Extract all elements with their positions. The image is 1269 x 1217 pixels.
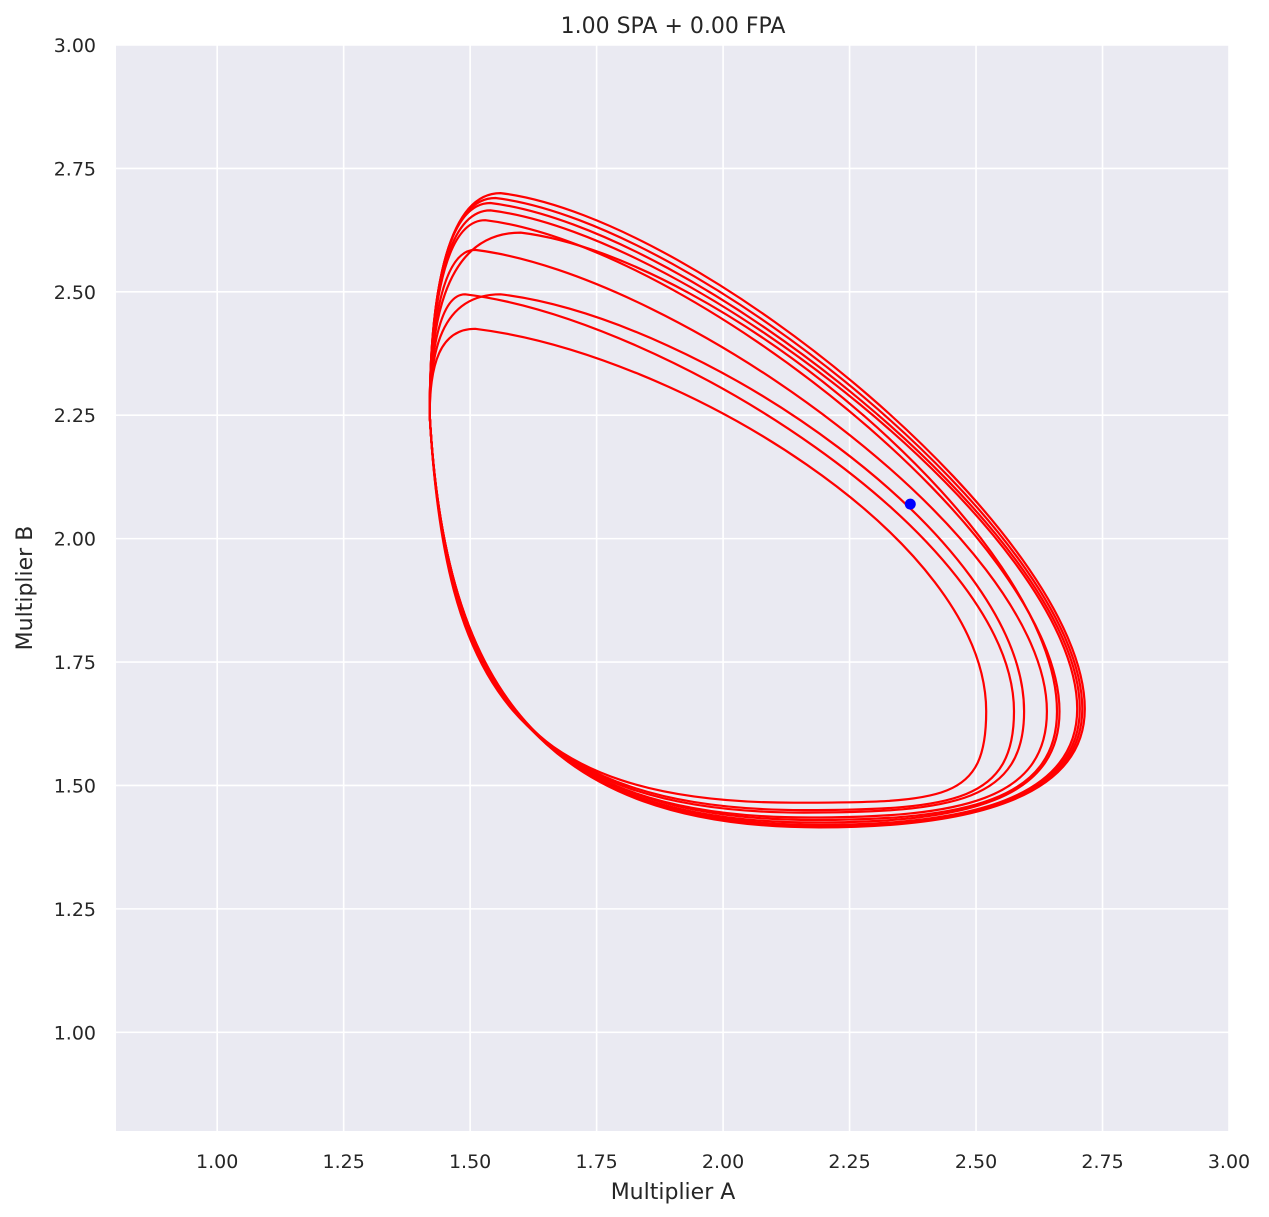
y-axis-label: Multiplier B	[13, 526, 38, 651]
y-tick-label: 3.00	[54, 35, 96, 57]
current-point-layer	[904, 498, 916, 510]
chart-title: 1.00 SPA + 0.00 FPA	[561, 14, 786, 39]
x-tick-label: 2.50	[955, 1151, 997, 1173]
x-tick-label: 1.75	[575, 1151, 617, 1173]
trajectory	[428, 191, 1086, 829]
y-tick-label: 2.25	[54, 405, 96, 427]
x-tick-label: 1.00	[196, 1151, 238, 1173]
x-tick-label: 2.00	[702, 1151, 744, 1173]
y-tick-label: 1.75	[54, 652, 96, 674]
trajectory-loop	[428, 191, 1086, 829]
y-tick-label: 1.00	[54, 1022, 96, 1044]
y-tick-label: 2.50	[54, 282, 96, 304]
x-tick-label: 3.00	[1208, 1151, 1250, 1173]
y-tick-label: 2.00	[54, 529, 96, 551]
plot-area	[116, 45, 1229, 1131]
y-tick-label: 1.25	[54, 899, 96, 921]
x-tick-label: 1.50	[449, 1151, 491, 1173]
x-tick-label: 1.25	[323, 1151, 365, 1173]
x-tick-label: 2.25	[828, 1151, 870, 1173]
current-point-marker	[904, 498, 916, 510]
x-tick-label: 2.75	[1081, 1151, 1123, 1173]
x-tick-labels: 1.00 1.25 1.50 1.75 2.00 2.25 2.50 2.75 3.00	[196, 1151, 1250, 1173]
x-axis-label: Multiplier A	[611, 1180, 736, 1205]
y-tick-label: 1.50	[54, 775, 96, 797]
y-tick-labels: 1.00 1.25 1.50 1.75 2.00 2.25 2.50 2.75 3.00	[54, 35, 96, 1044]
y-tick-label: 2.75	[54, 158, 96, 180]
